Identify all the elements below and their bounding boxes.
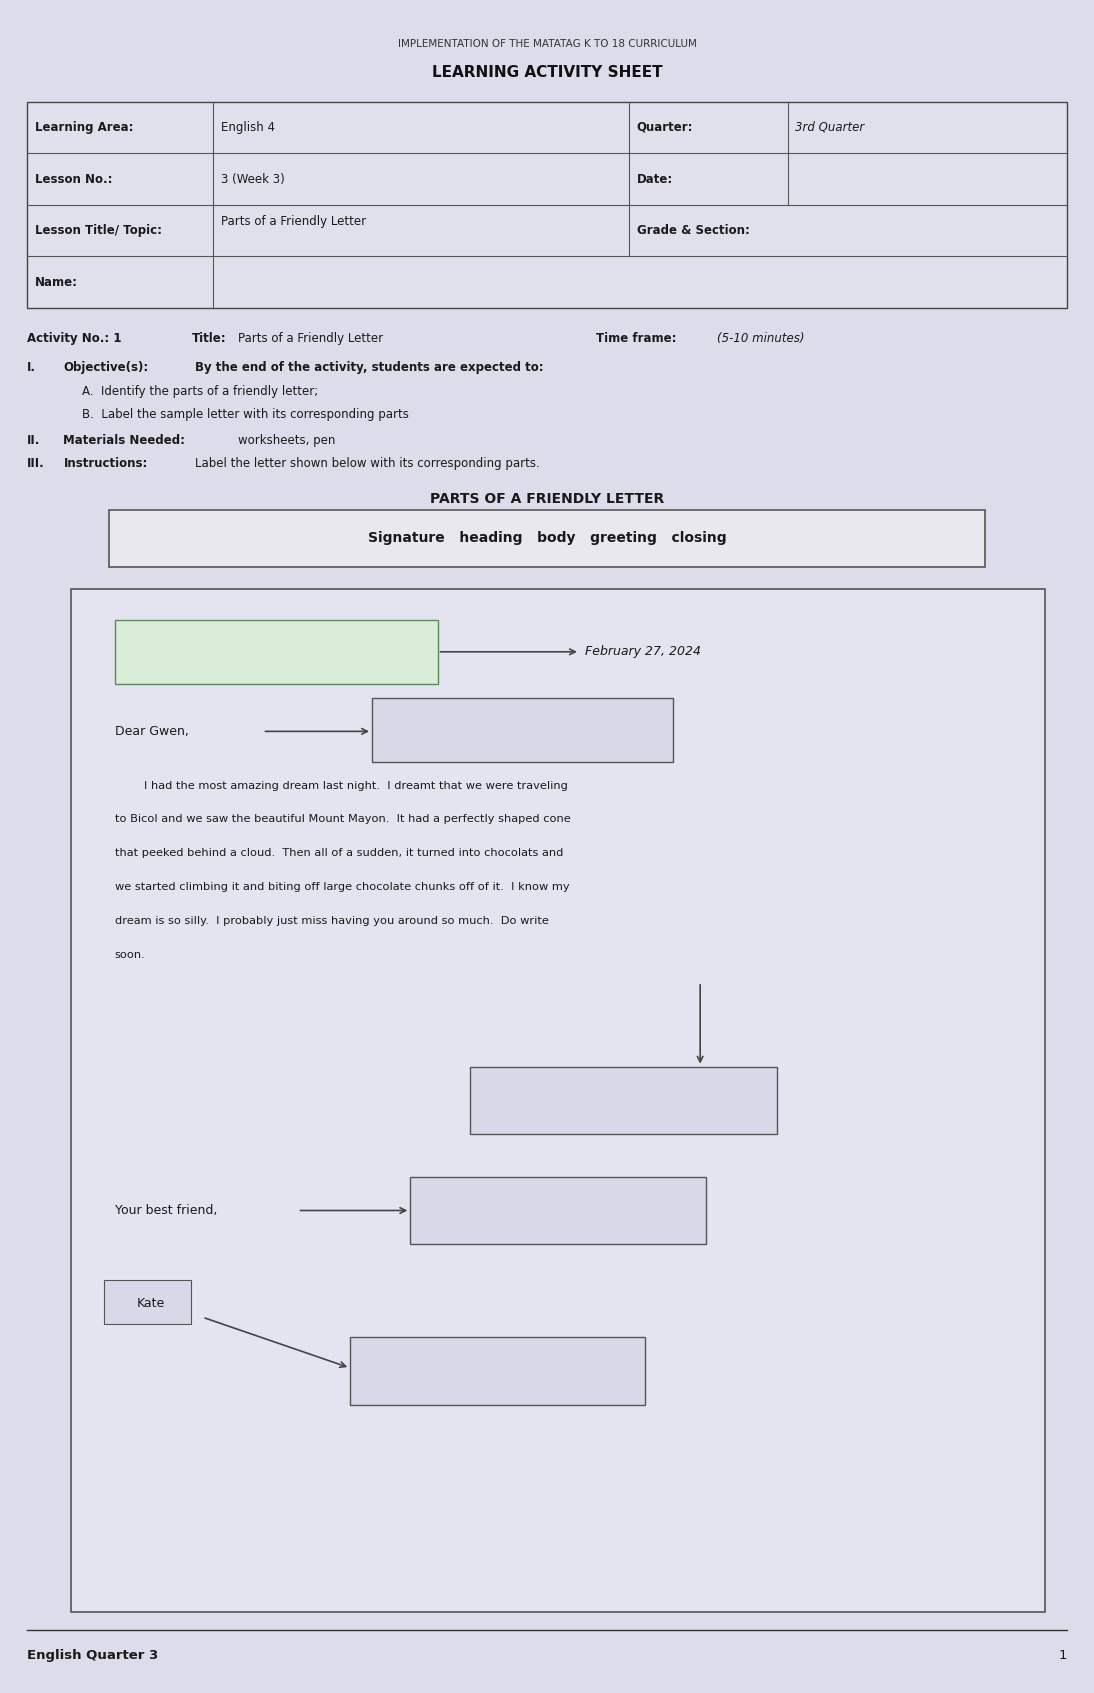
Text: Title:: Title: [191,332,226,345]
Text: PARTS OF A FRIENDLY LETTER: PARTS OF A FRIENDLY LETTER [430,493,664,506]
Text: English Quarter 3: English Quarter 3 [27,1649,159,1663]
Text: Your best friend,: Your best friend, [115,1204,218,1217]
Text: we started climbing it and biting off large chocolate chunks off of it.  I know : we started climbing it and biting off la… [115,882,570,892]
Text: 3rd Quarter: 3rd Quarter [795,120,864,134]
Text: LEARNING ACTIVITY SHEET: LEARNING ACTIVITY SHEET [432,66,662,80]
FancyBboxPatch shape [71,589,1045,1612]
Text: Label the letter shown below with its corresponding parts.: Label the letter shown below with its co… [195,457,539,471]
Text: Lesson No.:: Lesson No.: [35,173,113,186]
FancyBboxPatch shape [350,1337,645,1405]
Text: II.: II. [27,433,40,447]
Text: February 27, 2024: February 27, 2024 [585,645,701,659]
Text: Objective(s):: Objective(s): [63,361,149,374]
Text: worksheets, pen: worksheets, pen [238,433,336,447]
Text: Kate: Kate [137,1297,165,1310]
Text: English 4: English 4 [221,120,275,134]
FancyBboxPatch shape [410,1177,706,1244]
Text: Parts of a Friendly Letter: Parts of a Friendly Letter [238,332,384,345]
Text: III.: III. [27,457,45,471]
Text: Materials Needed:: Materials Needed: [63,433,186,447]
Text: Name:: Name: [35,276,78,290]
Text: to Bicol and we saw the beautiful Mount Mayon.  It had a perfectly shaped cone: to Bicol and we saw the beautiful Mount … [115,814,571,824]
FancyBboxPatch shape [104,1280,191,1324]
Text: (5-10 minutes): (5-10 minutes) [717,332,804,345]
Text: dream is so silly.  I probably just miss having you around so much.  Do write: dream is so silly. I probably just miss … [115,916,549,926]
Text: Activity No.: 1: Activity No.: 1 [27,332,121,345]
Text: Instructions:: Instructions: [63,457,148,471]
Text: Date:: Date: [637,173,673,186]
FancyBboxPatch shape [115,620,438,684]
Text: IMPLEMENTATION OF THE MATATAG K TO 18 CURRICULUM: IMPLEMENTATION OF THE MATATAG K TO 18 CU… [397,39,697,49]
Text: Time frame:: Time frame: [596,332,677,345]
Text: Quarter:: Quarter: [637,120,694,134]
Text: Lesson Title/ Topic:: Lesson Title/ Topic: [35,223,162,237]
Text: Dear Gwen,: Dear Gwen, [115,725,189,738]
FancyBboxPatch shape [27,102,1067,308]
Text: Parts of a Friendly Letter: Parts of a Friendly Letter [221,215,366,229]
Text: that peeked behind a cloud.  Then all of a sudden, it turned into chocolats and: that peeked behind a cloud. Then all of … [115,848,563,858]
Text: I.: I. [27,361,36,374]
Text: By the end of the activity, students are expected to:: By the end of the activity, students are… [195,361,544,374]
FancyBboxPatch shape [470,1067,777,1134]
Text: I had the most amazing dream last night.  I dreamt that we were traveling: I had the most amazing dream last night.… [115,780,568,791]
Text: Signature   heading   body   greeting   closing: Signature heading body greeting closing [368,532,726,545]
Text: B.  Label the sample letter with its corresponding parts: B. Label the sample letter with its corr… [82,408,409,422]
Text: Learning Area:: Learning Area: [35,120,133,134]
Text: Grade & Section:: Grade & Section: [637,223,749,237]
Text: 1: 1 [1058,1649,1067,1663]
Text: 3 (Week 3): 3 (Week 3) [221,173,284,186]
FancyBboxPatch shape [372,698,673,762]
Text: soon.: soon. [115,950,146,960]
Text: A.  Identify the parts of a friendly letter;: A. Identify the parts of a friendly lett… [82,384,318,398]
FancyBboxPatch shape [109,510,985,567]
